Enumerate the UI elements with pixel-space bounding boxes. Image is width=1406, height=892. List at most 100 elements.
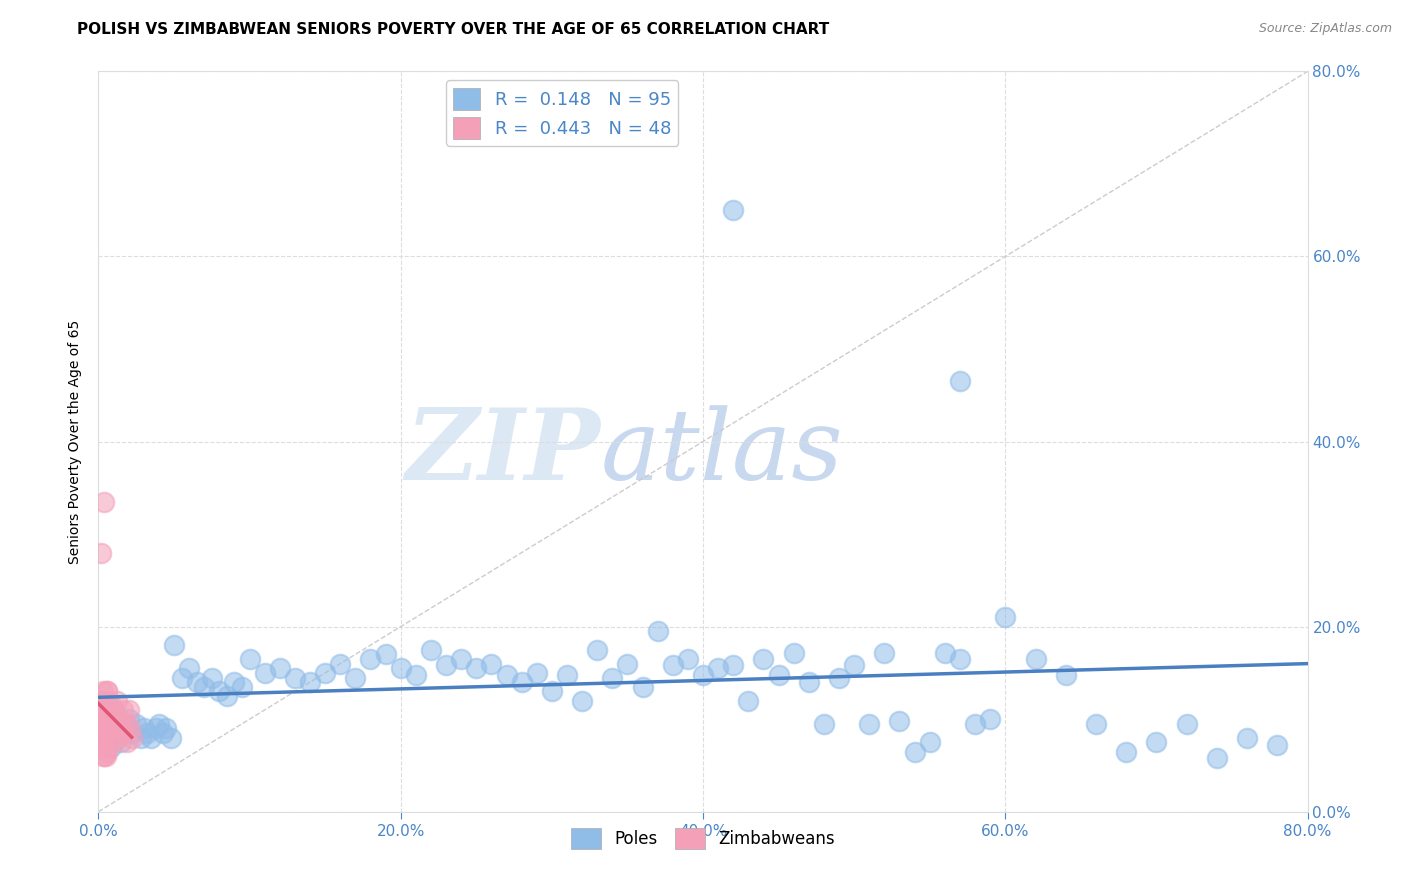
- Point: [844, 658, 866, 673]
- Point: [783, 646, 806, 660]
- Point: [571, 694, 593, 708]
- Point: [110, 722, 132, 736]
- Point: [155, 722, 177, 736]
- Point: [374, 648, 396, 662]
- Point: [239, 652, 262, 666]
- Point: [100, 739, 122, 754]
- Point: [1024, 652, 1046, 666]
- Point: [96, 745, 118, 759]
- Y-axis label: Seniors Poverty Over the Age of 65: Seniors Poverty Over the Age of 65: [69, 319, 83, 564]
- Point: [481, 657, 503, 671]
- Point: [797, 675, 820, 690]
- Point: [526, 665, 548, 680]
- Point: [768, 667, 790, 681]
- Point: [1206, 751, 1229, 765]
- Point: [994, 610, 1017, 624]
- Point: [450, 652, 472, 666]
- Point: [90, 703, 112, 717]
- Point: [93, 735, 115, 749]
- Point: [96, 722, 118, 736]
- Point: [201, 671, 224, 685]
- Point: [115, 735, 138, 749]
- Point: [141, 731, 163, 745]
- Point: [94, 739, 117, 754]
- Text: POLISH VS ZIMBABWEAN SENIORS POVERTY OVER THE AGE OF 65 CORRELATION CHART: POLISH VS ZIMBABWEAN SENIORS POVERTY OVE…: [77, 22, 830, 37]
- Point: [93, 494, 115, 508]
- Point: [186, 675, 208, 690]
- Point: [90, 703, 112, 717]
- Point: [360, 652, 382, 666]
- Point: [100, 698, 122, 713]
- Point: [858, 716, 880, 731]
- Point: [93, 735, 115, 749]
- Point: [118, 703, 141, 717]
- Point: [107, 731, 129, 745]
- Point: [100, 716, 122, 731]
- Point: [224, 675, 246, 690]
- Point: [284, 671, 307, 685]
- Point: [96, 694, 118, 708]
- Point: [93, 703, 115, 717]
- Point: [145, 722, 167, 736]
- Point: [110, 735, 132, 749]
- Point: [540, 684, 562, 698]
- Point: [160, 731, 183, 745]
- Point: [118, 712, 141, 726]
- Point: [314, 665, 336, 680]
- Point: [299, 675, 322, 690]
- Text: atlas: atlas: [600, 405, 844, 500]
- Point: [163, 638, 186, 652]
- Point: [91, 712, 114, 726]
- Point: [111, 703, 134, 717]
- Point: [91, 722, 114, 736]
- Point: [90, 694, 112, 708]
- Point: [1144, 735, 1167, 749]
- Point: [723, 203, 745, 218]
- Point: [723, 658, 745, 673]
- Point: [100, 726, 122, 740]
- Point: [602, 671, 624, 685]
- Point: [231, 680, 253, 694]
- Point: [90, 545, 112, 560]
- Point: [555, 667, 578, 681]
- Point: [616, 657, 638, 671]
- Point: [98, 716, 121, 731]
- Point: [737, 694, 759, 708]
- Point: [103, 703, 125, 717]
- Point: [152, 726, 174, 740]
- Point: [510, 675, 533, 690]
- Point: [586, 642, 609, 657]
- Point: [101, 716, 124, 731]
- Point: [647, 624, 669, 639]
- Point: [934, 646, 956, 660]
- Point: [121, 731, 143, 745]
- Point: [631, 680, 654, 694]
- Point: [676, 652, 699, 666]
- Point: [1115, 745, 1137, 759]
- Point: [979, 712, 1001, 726]
- Point: [96, 684, 118, 698]
- Point: [661, 658, 683, 673]
- Point: [112, 726, 135, 740]
- Point: [405, 667, 427, 681]
- Point: [91, 731, 114, 745]
- Text: Source: ZipAtlas.com: Source: ZipAtlas.com: [1258, 22, 1392, 36]
- Point: [105, 694, 128, 708]
- Point: [120, 722, 142, 736]
- Point: [170, 671, 193, 685]
- Point: [752, 652, 775, 666]
- Point: [132, 722, 155, 736]
- Point: [208, 684, 231, 698]
- Point: [98, 712, 121, 726]
- Point: [420, 642, 443, 657]
- Point: [949, 375, 972, 389]
- Point: [465, 661, 488, 675]
- Point: [1236, 731, 1258, 745]
- Point: [148, 716, 170, 731]
- Point: [873, 646, 896, 660]
- Text: ZIP: ZIP: [405, 404, 600, 501]
- Point: [269, 661, 291, 675]
- Point: [344, 671, 367, 685]
- Point: [94, 722, 117, 736]
- Point: [91, 716, 114, 731]
